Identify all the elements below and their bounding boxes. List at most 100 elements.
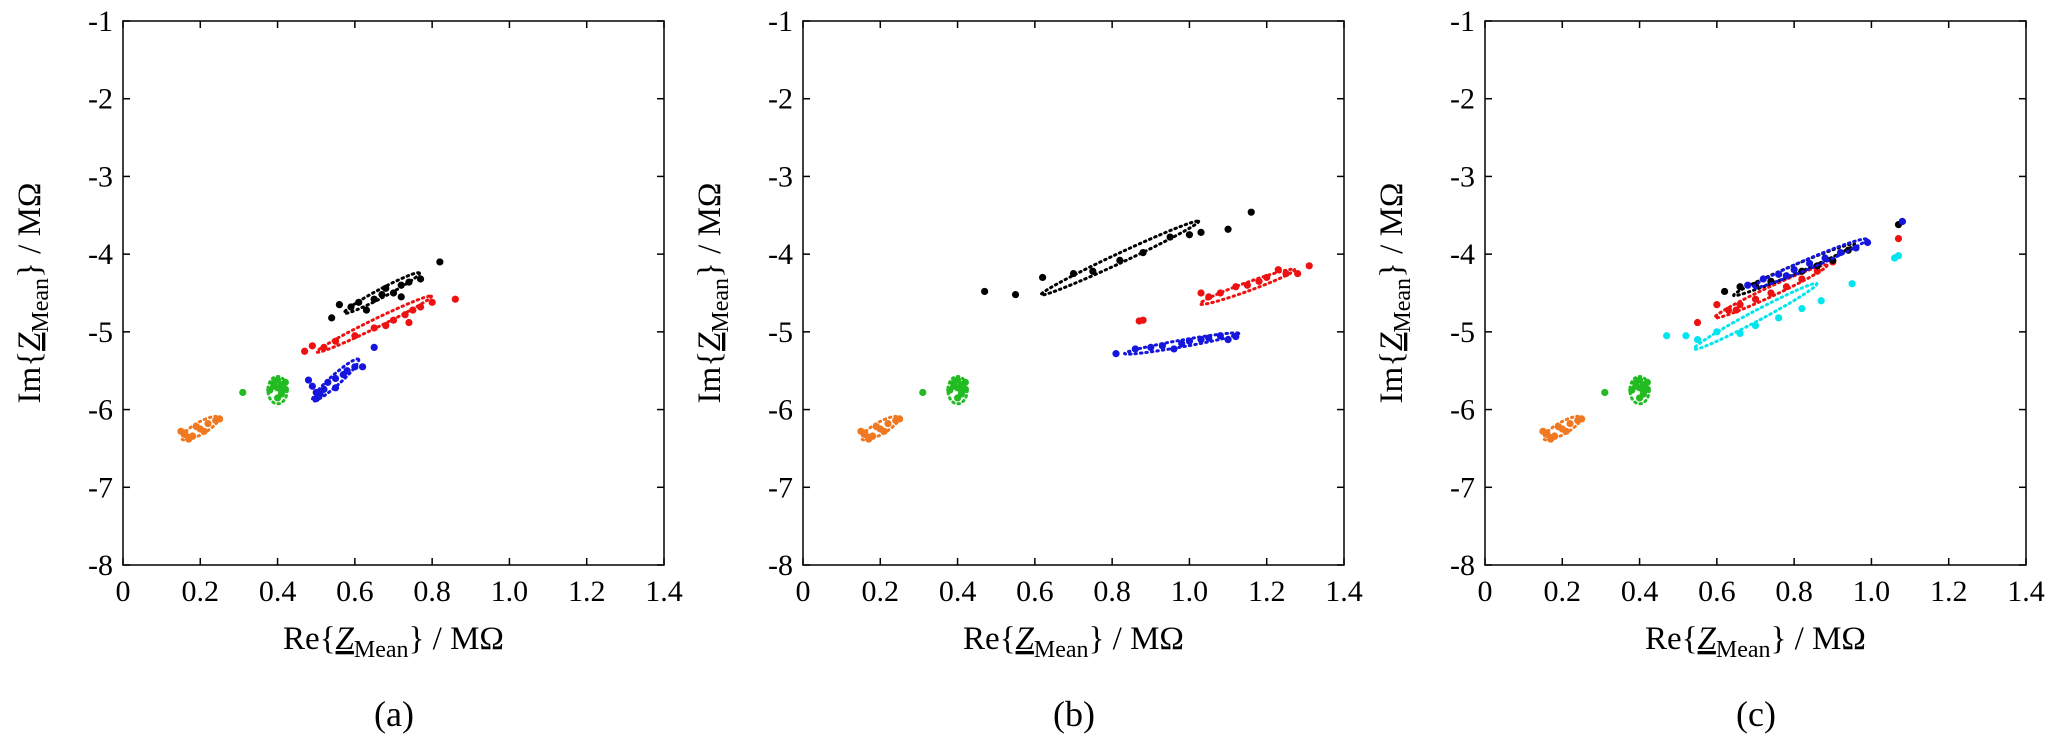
data-point-black (1089, 267, 1097, 275)
data-point-orange (200, 427, 208, 435)
x-axis-label-subscript: Mean (1716, 637, 1771, 663)
y-tick-label: -2 (768, 83, 793, 116)
series-green (239, 374, 289, 406)
data-point-red (1713, 301, 1721, 309)
x-tick-label: 0.6 (1016, 575, 1054, 608)
data-point-cyan (1798, 304, 1806, 313)
x-axis-label-suffix: } / MΩ (1089, 621, 1184, 657)
data-point-orange (1539, 427, 1547, 435)
y-tick-label: -8 (768, 549, 793, 582)
data-point-orange (1554, 423, 1563, 431)
data-point-black (328, 314, 336, 322)
data-point-cyan (1693, 336, 1702, 344)
data-point-green (1632, 382, 1640, 390)
data-point-blue (1790, 266, 1798, 274)
y-tick-label: -1 (1450, 5, 1475, 38)
data-point-blue (1852, 244, 1860, 252)
data-point-black (378, 290, 386, 299)
data-point-orange (1562, 427, 1570, 435)
x-axis-label: Re{ZMean} / MΩ (1645, 621, 1866, 663)
data-point-blue (1821, 254, 1829, 262)
x-axis-label: Re{ZMean} / MΩ (283, 621, 504, 663)
x-axis-label-z: Z (1016, 621, 1035, 657)
confidence-ellipse-cyan (1692, 281, 1819, 351)
data-point-cyan (1817, 297, 1825, 305)
data-point-blue (351, 363, 359, 371)
data-point-black (1069, 269, 1078, 278)
x-tick-label: 0 (796, 575, 811, 608)
data-point-green (1639, 387, 1648, 395)
data-point-black (1038, 273, 1047, 282)
y-tick-label: -3 (88, 160, 113, 193)
data-point-cyan (1894, 252, 1903, 260)
data-point-red (308, 342, 316, 350)
series-orange (857, 414, 904, 443)
x-tick-label: 1.2 (568, 575, 606, 608)
data-point-black (1224, 225, 1232, 233)
data-point-blue (1759, 275, 1767, 283)
data-point-red (451, 295, 459, 303)
plot-frame (122, 20, 665, 566)
data-point-orange (185, 435, 193, 443)
y-axis-label-z: Z (12, 332, 48, 351)
y-tick-label: -6 (88, 394, 113, 427)
data-point-black (405, 278, 413, 286)
y-axis-label: Im{ZMean} / MΩ (692, 183, 734, 404)
data-point-cyan (1775, 314, 1783, 322)
x-axis-label: Re{ZMean} / MΩ (963, 621, 1184, 663)
data-point-green (1601, 388, 1609, 397)
data-point-red (1282, 269, 1290, 278)
data-point-blue (1205, 334, 1213, 342)
data-point-red (1263, 273, 1271, 282)
data-point-cyan (1663, 332, 1671, 340)
series-red (301, 294, 459, 355)
data-point-red (1798, 275, 1806, 283)
data-point-red (401, 311, 409, 319)
data-point-black (1720, 287, 1729, 296)
y-tick-label: -2 (1450, 83, 1475, 116)
x-axis-label-z: Z (336, 621, 355, 657)
data-point-green (961, 378, 969, 386)
data-point-black (1011, 290, 1020, 299)
x-tick-label: 1.4 (645, 575, 683, 608)
data-point-black (1116, 256, 1124, 264)
panel-b: 0 0.2 0.4 0.6 0.8 1.0 1.2 1.4 -1 -2 -3 -4 -5 -6 -7 -8 Re… (692, 5, 1363, 734)
data-point-blue (1112, 350, 1120, 358)
data-point-red (331, 337, 340, 345)
data-point-black (370, 295, 378, 303)
x-tick-label: 0 (1478, 575, 1493, 608)
y-axis-label-subscript: Mean (28, 278, 54, 333)
data-point-blue (1170, 345, 1178, 353)
data-point-green (1643, 378, 1651, 386)
data-point-blue (1178, 339, 1186, 348)
data-point-blue (308, 382, 316, 390)
data-point-red (428, 298, 436, 306)
y-tick-label: -4 (88, 238, 113, 271)
data-point-blue (1863, 238, 1872, 247)
data-point-green (277, 387, 286, 395)
data-point-red (405, 318, 413, 327)
x-axis-label-suffix: } / MΩ (1771, 621, 1866, 657)
data-point-black (382, 284, 390, 292)
data-point-green (1635, 376, 1644, 384)
series-red (1693, 235, 1903, 327)
y-tick-label: -1 (88, 5, 113, 38)
data-point-black (347, 303, 355, 311)
x-tick-label: 0.8 (413, 575, 451, 608)
y-tick-label: -6 (768, 394, 793, 427)
panel-a: 0 0.2 0.4 0.6 0.8 1.0 1.2 1.4 -1 -2 -3 -4 -5 -6 -7 -8 Re… (12, 5, 683, 734)
data-point-green (1635, 394, 1644, 402)
series-black (328, 258, 444, 322)
y-tick-label: -4 (1450, 238, 1475, 271)
data-point-blue (1158, 342, 1166, 350)
series-green (919, 374, 969, 406)
series-blue (1112, 331, 1241, 358)
x-tick-label: 0.6 (336, 575, 374, 608)
y-tick-label: -7 (768, 471, 793, 504)
data-point-red (1294, 269, 1302, 278)
data-point-orange (896, 415, 904, 423)
data-point-orange (192, 423, 201, 431)
plot-frame (1484, 20, 2027, 566)
y-axis-label-suffix: } / MΩ (692, 183, 728, 278)
data-point-green (953, 394, 962, 402)
